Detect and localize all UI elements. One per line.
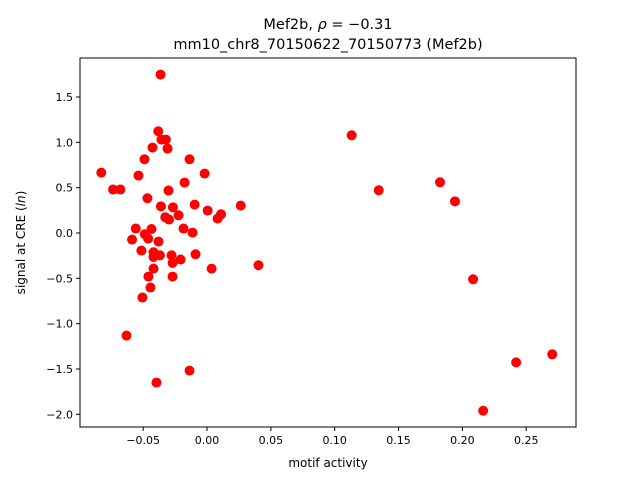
data-point bbox=[202, 205, 213, 216]
data-point bbox=[115, 184, 126, 195]
data-point bbox=[160, 134, 171, 145]
data-point bbox=[449, 196, 460, 207]
y-axis-ticks: −2.0 −1.5 −1.0 −0.5 0.0 0.5 1.0 1.5 bbox=[46, 91, 80, 421]
data-point bbox=[130, 223, 141, 234]
x-tick-label: 0.25 bbox=[514, 434, 539, 447]
data-point bbox=[167, 271, 178, 282]
x-tick-label: 0.15 bbox=[386, 434, 411, 447]
y-axis-label: signal at CRE (ln) bbox=[14, 191, 28, 295]
data-point bbox=[148, 263, 159, 274]
data-point bbox=[108, 184, 119, 195]
data-point bbox=[253, 260, 264, 271]
chart-title-line1: Mef2b, ρ = −0.31 bbox=[263, 17, 392, 33]
data-point bbox=[184, 365, 195, 376]
x-tick-label: −0.05 bbox=[126, 434, 160, 447]
data-point bbox=[143, 233, 154, 244]
data-point bbox=[139, 154, 150, 165]
data-point bbox=[163, 214, 174, 225]
data-points bbox=[96, 69, 558, 416]
data-point bbox=[154, 250, 165, 261]
x-tick-label: 0.20 bbox=[450, 434, 475, 447]
data-point bbox=[145, 282, 156, 293]
y-tick-label: 1.0 bbox=[56, 136, 74, 149]
data-point bbox=[127, 234, 138, 245]
data-point bbox=[435, 177, 446, 188]
data-point bbox=[96, 167, 107, 178]
data-point bbox=[151, 377, 162, 388]
x-tick-label: 0.10 bbox=[322, 434, 347, 447]
data-point bbox=[190, 249, 201, 260]
data-point bbox=[147, 142, 158, 153]
data-point bbox=[206, 263, 217, 274]
axes-frame bbox=[79, 57, 577, 428]
data-point bbox=[187, 227, 198, 238]
data-point bbox=[184, 154, 195, 165]
data-point bbox=[346, 130, 357, 141]
x-axis-ticks: −0.05 0.00 0.05 0.10 0.15 0.20 0.25 bbox=[126, 427, 538, 447]
x-axis-label: motif activity bbox=[288, 456, 367, 470]
data-point bbox=[142, 193, 153, 204]
data-point bbox=[199, 168, 210, 179]
y-tick-label: 0.0 bbox=[56, 227, 74, 240]
data-point bbox=[137, 292, 148, 303]
data-point bbox=[143, 271, 154, 282]
data-point bbox=[212, 213, 223, 224]
y-tick-label: 0.5 bbox=[56, 182, 74, 195]
data-point bbox=[153, 126, 164, 137]
y-tick-label: 1.5 bbox=[56, 91, 74, 104]
data-point bbox=[153, 236, 164, 247]
y-tick-label: −1.5 bbox=[46, 363, 73, 376]
data-point bbox=[167, 202, 178, 213]
data-point bbox=[155, 201, 166, 212]
data-point bbox=[133, 170, 144, 181]
data-point bbox=[478, 405, 489, 416]
y-tick-label: −1.0 bbox=[46, 318, 73, 331]
data-point bbox=[155, 69, 166, 80]
y-tick-label: −0.5 bbox=[46, 272, 73, 285]
data-point bbox=[175, 254, 186, 265]
data-point bbox=[189, 199, 200, 210]
data-point bbox=[163, 185, 174, 196]
y-tick-label: −2.0 bbox=[46, 408, 73, 421]
data-point bbox=[179, 177, 190, 188]
data-point bbox=[373, 185, 384, 196]
data-point bbox=[511, 357, 522, 368]
data-point bbox=[166, 250, 177, 261]
x-tick-label: 0.00 bbox=[195, 434, 220, 447]
data-point bbox=[235, 200, 246, 211]
x-tick-label: 0.05 bbox=[259, 434, 284, 447]
data-point bbox=[136, 245, 147, 256]
data-point bbox=[468, 274, 479, 285]
data-point bbox=[178, 223, 189, 234]
chart-title-line2: mm10_chr8_70150622_70150773 (Mef2b) bbox=[173, 37, 482, 53]
data-point bbox=[167, 257, 178, 268]
data-point bbox=[547, 349, 558, 360]
data-point bbox=[121, 330, 132, 341]
data-point bbox=[162, 143, 173, 154]
data-point bbox=[173, 210, 184, 221]
